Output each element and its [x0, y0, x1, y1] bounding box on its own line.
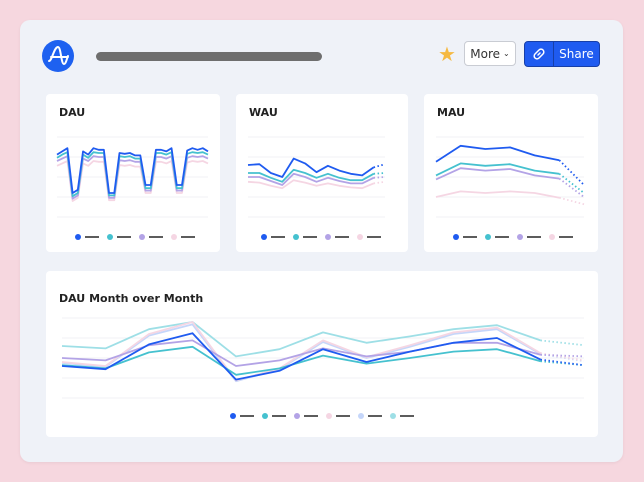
line-chart — [435, 136, 585, 240]
series-line-lightteal — [61, 321, 541, 358]
legend-dot-pink[interactable] — [549, 234, 555, 240]
legend-dot-purple[interactable] — [294, 413, 300, 419]
series-line-teal — [435, 162, 560, 177]
series-projection-lightteal — [540, 339, 585, 347]
chevron-down-icon: ⌄ — [503, 49, 510, 58]
series-projection-purple — [558, 177, 585, 198]
series-projection-teal — [373, 172, 386, 175]
legend-dot-pink[interactable] — [357, 234, 363, 240]
series-projection-blue — [540, 358, 585, 367]
wau-card[interactable]: WAU — [236, 94, 408, 252]
more-label: More — [470, 46, 501, 61]
series-projection-pink — [373, 180, 386, 185]
series-line-blue — [61, 332, 541, 381]
series-projection-blue — [558, 159, 585, 186]
legend-dot-blue[interactable] — [75, 234, 81, 240]
legend-dot-blue[interactable] — [453, 234, 459, 240]
dau-title: DAU — [59, 106, 86, 119]
series-projection-purple — [540, 353, 585, 358]
legend-dot-purple[interactable] — [517, 234, 523, 240]
series-line-teal — [248, 168, 375, 183]
share-label: Share — [559, 47, 594, 61]
dau-month-over-month-card[interactable]: DAU Month over Month — [46, 271, 598, 437]
line-chart — [61, 317, 585, 419]
dau-mom-title: DAU Month over Month — [59, 292, 204, 305]
legend-dot-blue[interactable] — [230, 413, 236, 419]
legend-dot-pink[interactable] — [171, 234, 177, 240]
series-line-blue — [247, 157, 375, 178]
series-line-blue — [56, 147, 209, 194]
legend-dot-blue[interactable] — [261, 234, 267, 240]
share-button[interactable]: Share — [524, 41, 600, 67]
series-projection-blue — [373, 163, 386, 169]
legend-dot-purple[interactable] — [139, 234, 145, 240]
series-line-teal — [61, 345, 541, 376]
mau-title: MAU — [437, 106, 466, 119]
legend-dot-teal[interactable] — [107, 234, 113, 240]
star-icon[interactable]: ★ — [438, 42, 456, 66]
wau-title: WAU — [249, 106, 278, 119]
series-projection-pink — [540, 352, 585, 362]
series-projection-pink — [559, 196, 585, 206]
series-projection-teal — [558, 173, 585, 194]
legend-dot-purple[interactable] — [325, 234, 331, 240]
series-line-pink — [247, 179, 374, 190]
legend-dot-teal[interactable] — [293, 234, 299, 240]
legend-dot-lightteal[interactable] — [390, 413, 396, 419]
line-chart — [247, 136, 386, 240]
legend-dot-teal[interactable] — [485, 234, 491, 240]
line-chart — [56, 136, 209, 240]
mau-card[interactable]: MAU — [424, 94, 598, 252]
series-line-purple — [248, 172, 374, 186]
link-icon — [525, 42, 554, 66]
legend-dot-pink[interactable] — [326, 413, 332, 419]
series-line-lightblue — [61, 323, 541, 383]
series-line-pink — [435, 190, 560, 199]
more-button[interactable]: More ⌄ — [464, 41, 516, 66]
legend-dot-lightblue[interactable] — [358, 413, 364, 419]
series-line-blue — [435, 144, 560, 163]
legend-dot-teal[interactable] — [262, 413, 268, 419]
dau-card[interactable]: DAU — [46, 94, 220, 252]
series-line-purple — [435, 167, 560, 181]
amplitude-logo[interactable] — [42, 40, 74, 72]
dashboard-title-placeholder — [96, 52, 322, 61]
